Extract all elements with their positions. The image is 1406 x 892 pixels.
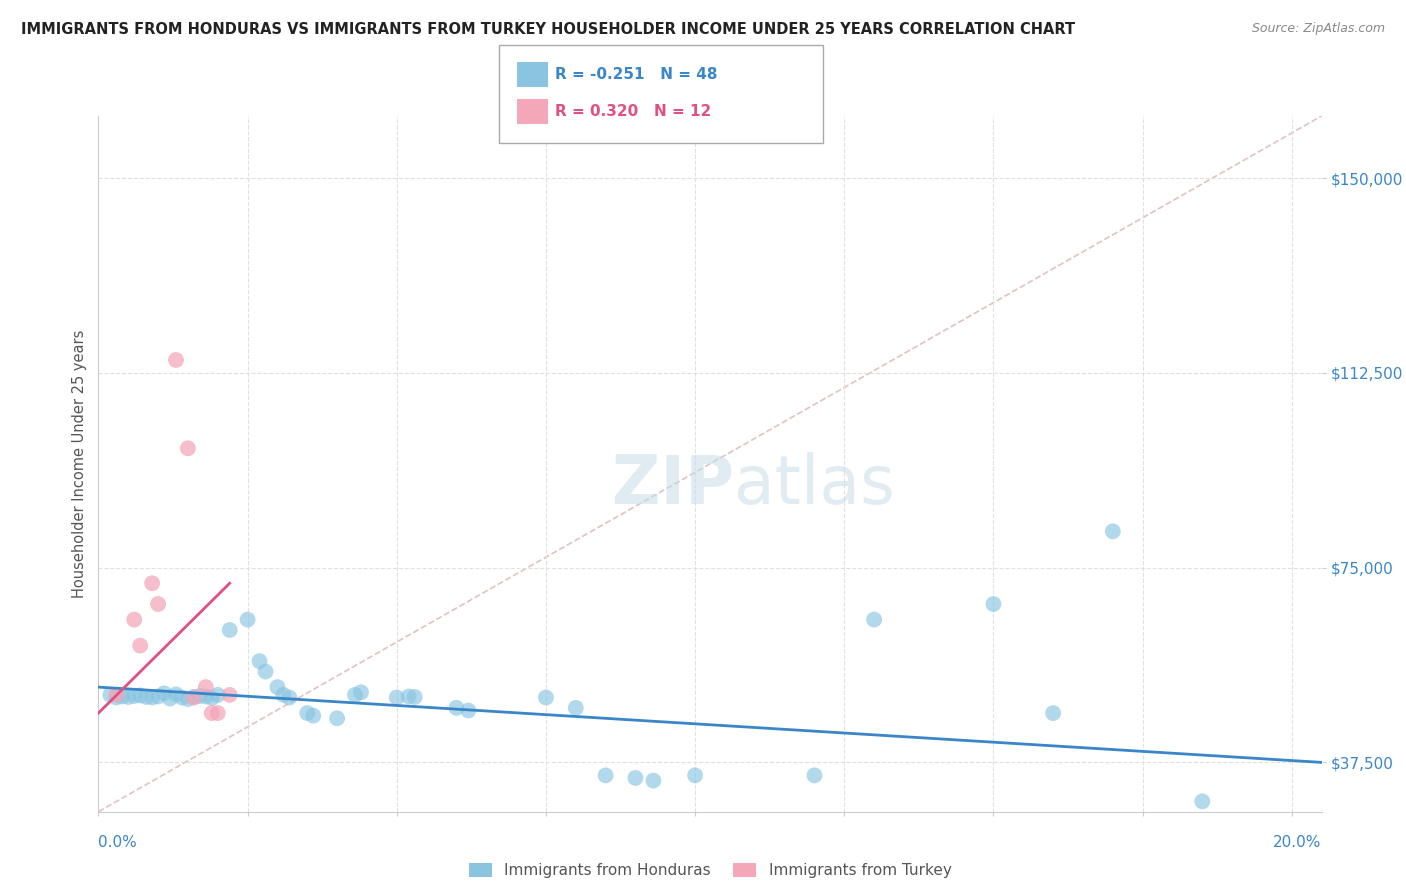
Point [1042, 706, 1064, 720]
Text: 20.0%: 20.0% [1274, 836, 1322, 850]
Point [297, 706, 319, 720]
Point [326, 711, 349, 725]
Point [194, 680, 217, 694]
Text: R = -0.251   N = 48: R = -0.251 N = 48 [555, 68, 718, 82]
Text: Source: ZipAtlas.com: Source: ZipAtlas.com [1251, 22, 1385, 36]
Point [146, 597, 169, 611]
Point [266, 680, 288, 694]
Point [177, 442, 200, 456]
Text: R = 0.320   N = 12: R = 0.320 N = 12 [555, 104, 711, 119]
Point [278, 690, 301, 705]
Point [207, 706, 229, 720]
Point [141, 576, 163, 591]
Point [201, 706, 224, 720]
Point [343, 688, 366, 702]
Point [1191, 794, 1213, 808]
Point [302, 708, 325, 723]
Point [105, 688, 128, 702]
Point [129, 639, 152, 653]
Point [218, 688, 240, 702]
Point [165, 353, 187, 368]
Text: IMMIGRANTS FROM HONDURAS VS IMMIGRANTS FROM TURKEY HOUSEHOLDER INCOME UNDER 25 Y: IMMIGRANTS FROM HONDURAS VS IMMIGRANTS F… [21, 22, 1076, 37]
Point [141, 690, 163, 705]
Text: ZIP: ZIP [613, 451, 734, 517]
Point [146, 690, 169, 704]
Point [122, 689, 145, 703]
Point [249, 654, 271, 668]
Point [194, 690, 217, 704]
Point [457, 703, 479, 717]
Point [350, 685, 373, 699]
Point [165, 687, 187, 701]
Point [254, 665, 277, 679]
Point [565, 701, 588, 715]
Text: 0.0%: 0.0% [98, 836, 138, 850]
Text: atlas: atlas [734, 451, 896, 517]
Point [122, 613, 145, 627]
Point [446, 701, 468, 715]
Point [983, 597, 1005, 611]
Point [218, 623, 240, 637]
Y-axis label: Householder Income Under 25 years: Householder Income Under 25 years [72, 330, 87, 598]
Point [188, 689, 211, 703]
Point [201, 691, 224, 706]
Legend: Immigrants from Honduras, Immigrants from Turkey: Immigrants from Honduras, Immigrants fro… [463, 857, 957, 884]
Point [105, 690, 128, 705]
Point [177, 692, 200, 706]
Point [273, 688, 295, 702]
Point [683, 768, 706, 782]
Point [98, 688, 121, 702]
Point [170, 690, 193, 705]
Point [398, 690, 420, 704]
Point [863, 613, 886, 627]
Point [183, 690, 205, 705]
Point [236, 613, 259, 627]
Point [1101, 524, 1123, 539]
Point [183, 690, 205, 704]
Point [643, 773, 665, 788]
Point [534, 690, 557, 705]
Point [595, 768, 617, 782]
Point [111, 690, 134, 704]
Point [803, 768, 825, 782]
Point [153, 686, 176, 700]
Point [159, 691, 181, 706]
Point [404, 690, 426, 704]
Point [135, 690, 157, 704]
Point [129, 689, 152, 703]
Point [624, 771, 647, 785]
Point [385, 690, 408, 705]
Point [117, 690, 139, 704]
Point [207, 688, 229, 702]
